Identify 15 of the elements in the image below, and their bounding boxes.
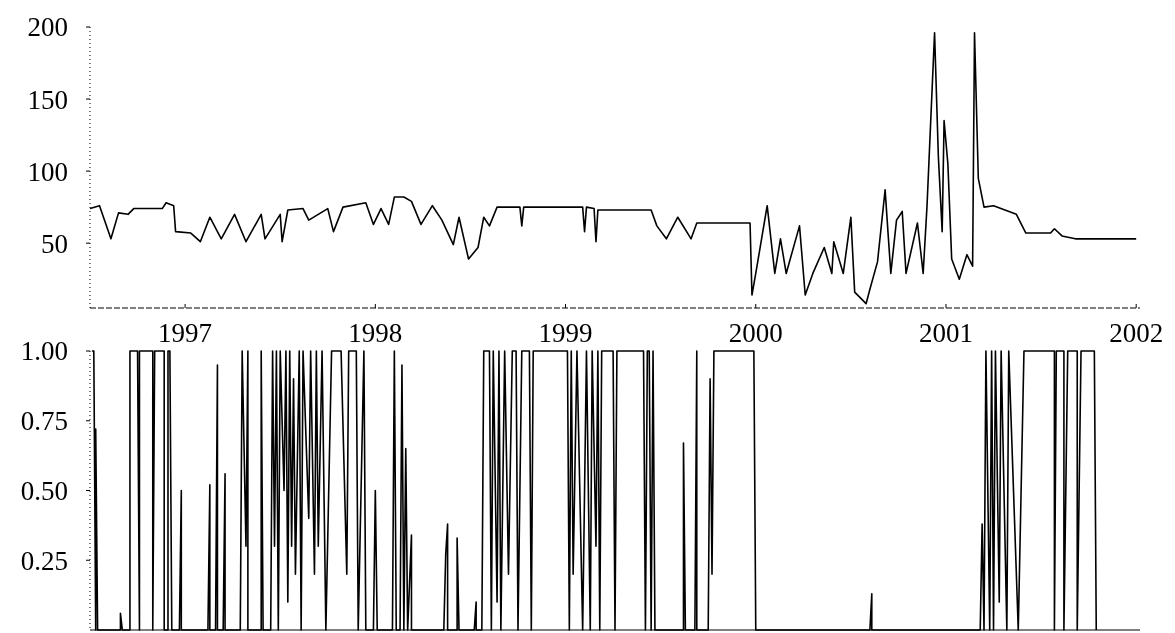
x-tick-label: 2002 xyxy=(1109,318,1164,348)
x-tick-label: 2001 xyxy=(918,318,973,348)
y-tick-label: 100 xyxy=(27,156,68,187)
y-tick-label: 150 xyxy=(27,84,68,115)
x-tick-label: 2000 xyxy=(728,318,783,348)
y-tick-label: 0.25 xyxy=(20,545,68,576)
line-series xyxy=(89,31,1137,305)
y-tick-label: 1.00 xyxy=(20,336,68,367)
y-tick-label: 200 xyxy=(27,12,68,43)
y-tick-label: 0.50 xyxy=(20,475,68,506)
y-tick-label: 0.75 xyxy=(20,406,68,437)
y-tick-label: 50 xyxy=(41,228,68,259)
x-tick-label: 1998 xyxy=(348,318,403,348)
x-tick-label: 1997 xyxy=(158,318,213,348)
x-tick-label: 1999 xyxy=(538,318,593,348)
